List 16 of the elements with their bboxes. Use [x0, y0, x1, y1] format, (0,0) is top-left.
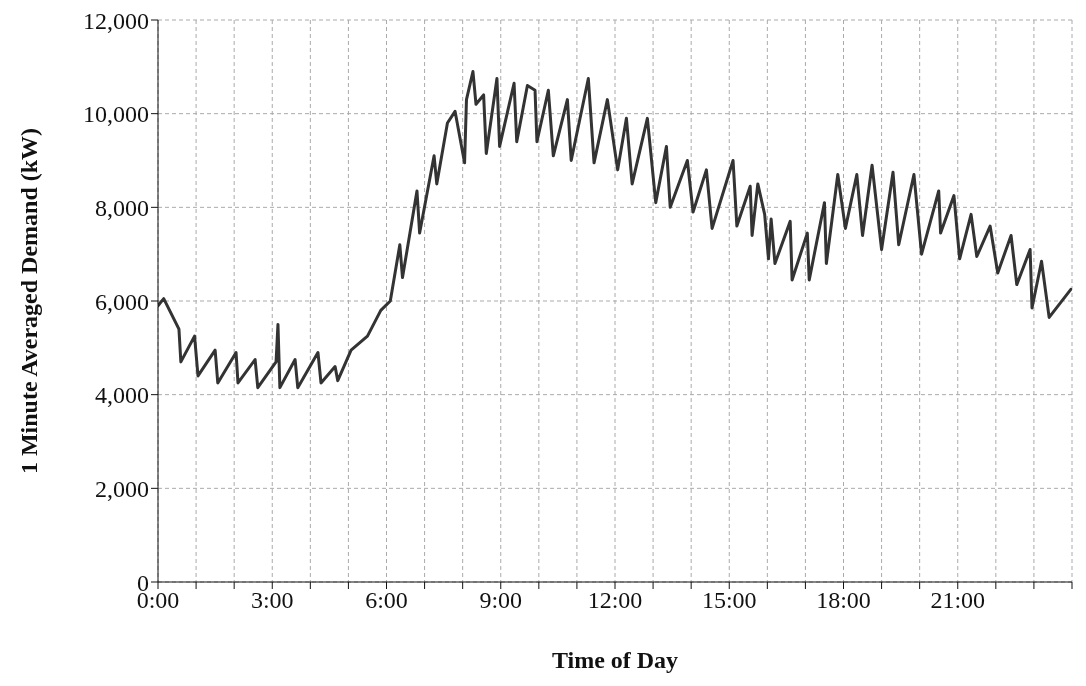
x-tick-label: 3:00: [250, 587, 294, 614]
y-tick-label: 12,000: [83, 7, 149, 34]
x-tick-label: 21:00: [930, 587, 986, 614]
y-tick-label: 10,000: [83, 101, 149, 128]
line-series: [158, 70, 1072, 390]
x-tick-label: 6:00: [365, 587, 408, 614]
x-tick-label: 15:00: [701, 587, 757, 614]
y-tick-label: 8,000: [95, 194, 149, 221]
x-tick-label: 12:00: [587, 587, 643, 614]
y-tick-label: 4,000: [95, 382, 149, 409]
x-tick-label: 18:00: [816, 587, 871, 614]
x-tick-label: 9:00: [479, 587, 523, 614]
y-tick-label: 2,000: [95, 475, 149, 502]
y-axis-title: 1 Minute Averaged Demand (kW): [15, 127, 42, 475]
y-tick-label: 6,000: [95, 288, 149, 315]
x-axis-title: Time of Day: [551, 647, 679, 673]
